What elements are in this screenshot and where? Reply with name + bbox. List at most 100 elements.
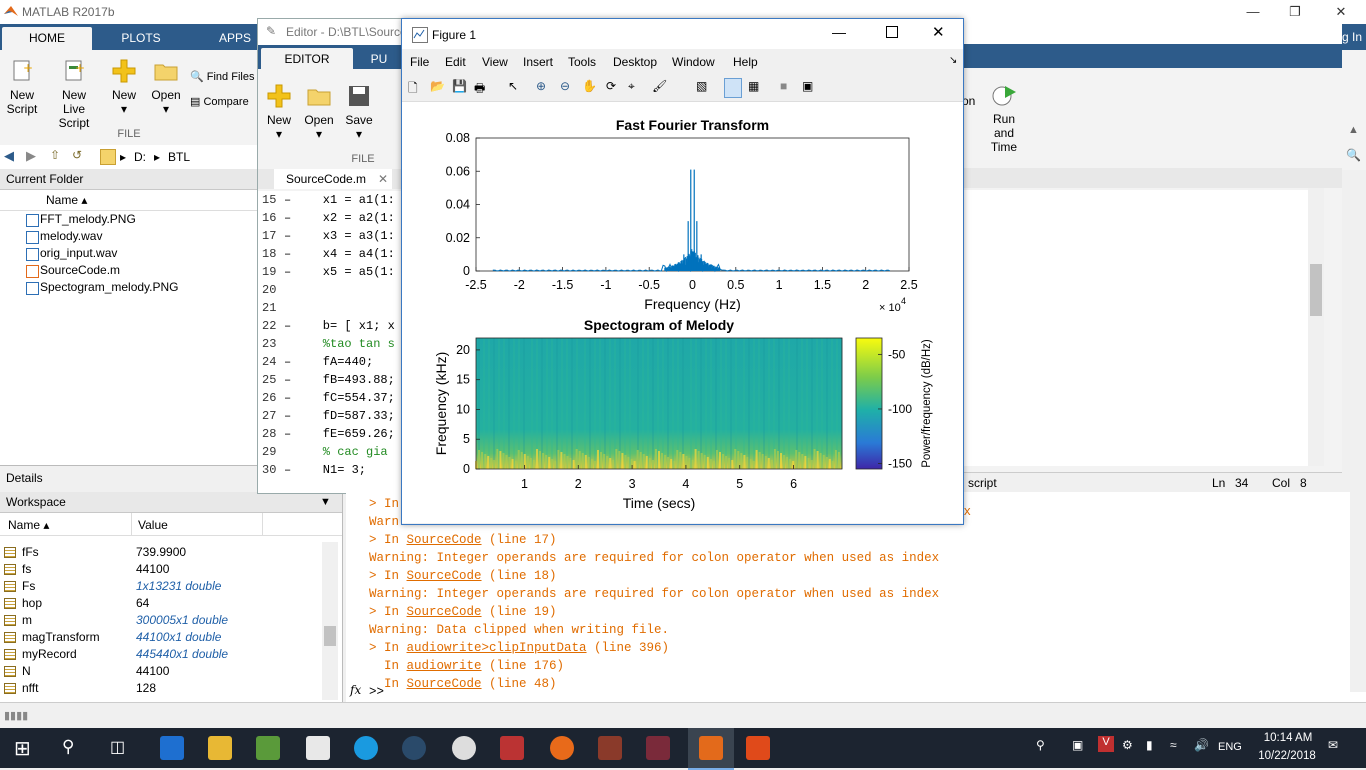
fx-icon[interactable]: fx	[350, 683, 362, 697]
compare-button[interactable]: ▤ Compare	[190, 96, 249, 108]
workspace-scrollbar[interactable]	[322, 542, 338, 700]
breakpoint-marker[interactable]: –	[284, 427, 292, 441]
workspace-row[interactable]: Fs 1x13231 double	[0, 578, 320, 595]
brave-icon[interactable]	[746, 736, 770, 760]
code-line[interactable]: x4 = a4(1:	[294, 247, 395, 261]
up-folder-icon[interactable]: ⇧	[50, 148, 61, 162]
breakpoint-marker[interactable]: –	[284, 211, 292, 225]
command-link[interactable]: SourceCode	[406, 569, 482, 583]
save-figure-icon[interactable]: 💾	[452, 79, 467, 93]
breakpoint-marker[interactable]: –	[284, 391, 292, 405]
new-script-button[interactable]: + New Script	[4, 58, 40, 116]
code-line[interactable]: % cac gia	[294, 445, 388, 459]
breakpoint-marker[interactable]: –	[284, 247, 292, 261]
workspace-row[interactable]: fFs 739.9900	[0, 544, 320, 561]
steam-icon[interactable]	[402, 736, 426, 760]
command-line-ref[interactable]: (line 396)	[586, 641, 670, 655]
link-plot-icon[interactable]: ▧	[696, 79, 708, 93]
tab-publish[interactable]: PU	[370, 52, 388, 66]
collapse-ribbon-icon[interactable]: ▲	[1348, 124, 1359, 136]
dock-arrow-icon[interactable]: ↘	[949, 55, 958, 66]
breakpoint-marker[interactable]: –	[284, 193, 292, 207]
tab-home[interactable]: HOME	[2, 27, 92, 50]
code-area[interactable]: 15– x1 = a1(1: 16– x2 = a2(1: 17– x3 = a3(…	[258, 191, 405, 493]
workspace-row[interactable]: myRecord 445440x1 double	[0, 646, 320, 663]
breakpoint-marker[interactable]: –	[284, 229, 292, 243]
firefox-icon[interactable]	[550, 736, 574, 760]
code-line[interactable]: x3 = a3(1:	[294, 229, 395, 243]
menu-edit[interactable]: Edit	[445, 55, 466, 69]
workspace-row[interactable]: hop 64	[0, 595, 320, 612]
menu-desktop[interactable]: Desktop	[613, 55, 658, 69]
code-line[interactable]: fD=587.33;	[294, 409, 395, 423]
open-file-icon[interactable]: 📂	[430, 79, 445, 93]
open-button[interactable]: Open ▾	[148, 58, 184, 116]
tray-icon-1[interactable]: ▣	[1072, 738, 1084, 752]
tab-editor[interactable]: EDITOR	[261, 48, 353, 71]
new-button[interactable]: New ▾	[108, 58, 140, 116]
breakpoint-marker[interactable]: –	[284, 319, 292, 333]
path-segment-d[interactable]: D:	[134, 150, 146, 164]
command-link[interactable]: SourceCode	[406, 677, 482, 691]
file-item[interactable]: orig_input.wav	[0, 245, 258, 262]
chevron-down-icon[interactable]: ▼	[320, 496, 331, 508]
close-icon[interactable]: ✕	[932, 24, 945, 41]
ws-name-column[interactable]: Name ▴	[8, 518, 50, 532]
run-and-time-button[interactable]: Run and Time	[982, 82, 1026, 154]
code-line[interactable]: x1 = a1(1:	[294, 193, 395, 207]
workspace-row[interactable]: m 300005x1 double	[0, 612, 320, 629]
print-icon[interactable]: 🖶	[474, 81, 486, 95]
command-line-ref[interactable]: (line 48)	[481, 677, 557, 691]
browse-folder-icon[interactable]: ↺	[72, 148, 83, 162]
game-icon-1[interactable]	[598, 736, 622, 760]
code-line[interactable]: N1= 3;	[294, 463, 367, 477]
wifi-icon[interactable]: ≈	[1170, 738, 1177, 752]
file-item[interactable]: melody.wav	[0, 228, 258, 245]
command-scrollbar[interactable]	[1350, 492, 1366, 692]
store-icon[interactable]	[256, 736, 280, 760]
rotate-icon[interactable]: ⟳	[606, 79, 617, 93]
legend-icon[interactable]: ▦	[748, 79, 760, 93]
command-link[interactable]: SourceCode	[406, 605, 482, 619]
code-area-right[interactable]	[962, 190, 1308, 466]
search-icon[interactable]: 🔍	[1346, 148, 1361, 162]
code-line[interactable]: %tao tan s	[294, 337, 395, 351]
code-line[interactable]: x5 = a5(1:	[294, 265, 395, 279]
workspace-row[interactable]: fs 44100	[0, 561, 320, 578]
command-line-ref[interactable]: (line 17)	[481, 533, 557, 547]
game-icon-2[interactable]	[646, 736, 670, 760]
editor-new-button[interactable]: New ▾	[264, 83, 294, 141]
skype-icon[interactable]	[354, 736, 378, 760]
workspace-row[interactable]: N 44100	[0, 663, 320, 680]
command-line-ref[interactable]: (line 19)	[481, 605, 557, 619]
command-link[interactable]: audiowrite>clipInputData	[406, 641, 587, 655]
breakpoint-marker[interactable]: –	[284, 409, 292, 423]
command-link[interactable]: audiowrite	[406, 659, 482, 673]
ws-value-column[interactable]: Value	[138, 518, 168, 532]
minimize-icon[interactable]: —	[832, 24, 846, 40]
notifications-icon[interactable]: ✉	[1328, 738, 1339, 752]
close-icon[interactable]: ✕	[1335, 4, 1347, 19]
menu-window[interactable]: Window	[672, 55, 715, 69]
breakpoint-marker[interactable]: –	[284, 373, 292, 387]
show-tools-icon[interactable]: ▣	[802, 79, 814, 93]
battery-icon[interactable]: ▮	[1146, 738, 1153, 752]
clock-time[interactable]: 10:14 AM	[1263, 732, 1313, 744]
tray-icon-v[interactable]: V	[1098, 736, 1114, 752]
new-live-script-button[interactable]: + New Live Script	[46, 58, 102, 130]
editor-scrollbar[interactable]	[1308, 188, 1324, 466]
tab-apps[interactable]: APPS	[218, 31, 251, 45]
colorbar-toggle-icon[interactable]	[724, 78, 742, 98]
task-view-icon[interactable]: ◫	[110, 739, 126, 756]
minimize-icon[interactable]: —	[1246, 4, 1260, 19]
edge-icon[interactable]	[160, 736, 184, 760]
hide-tools-icon[interactable]: ■	[780, 79, 788, 93]
pointer-icon[interactable]: ↖	[508, 79, 519, 93]
breakpoint-marker[interactable]: –	[284, 463, 292, 477]
windows-start-icon[interactable]: ⊞	[14, 738, 31, 760]
tab-plots[interactable]: PLOTS	[121, 31, 161, 45]
doc-tab-sourcecode[interactable]: SourceCode.m ✕	[274, 169, 392, 189]
editor-open-button[interactable]: Open ▾	[304, 83, 334, 141]
code-line[interactable]: fE=659.26;	[294, 427, 395, 441]
forward-arrow-icon[interactable]: ▶	[26, 148, 36, 163]
